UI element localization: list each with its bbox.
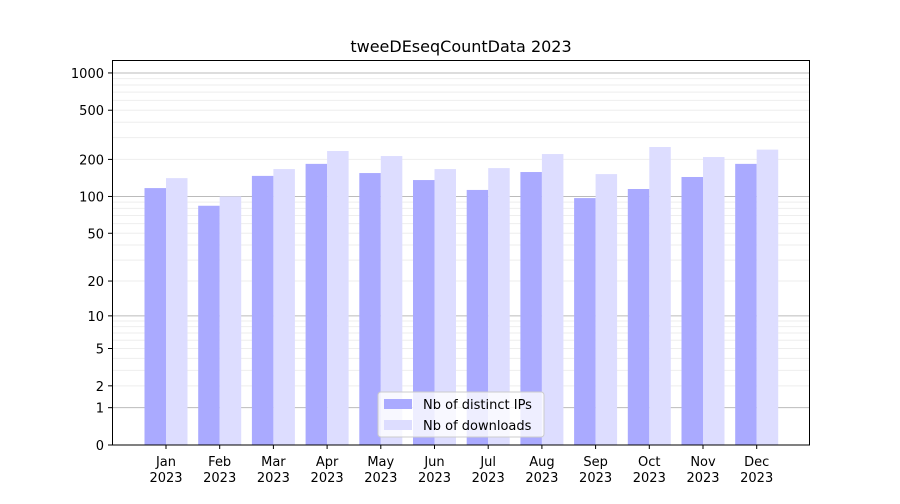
x-tick-label: Feb 2023 [203,455,236,486]
x-tick-label: Jan 2023 [149,455,182,486]
x-tick-label: Aug 2023 [525,455,558,486]
x-tick-label: Nov 2023 [686,455,719,486]
x-tick-label: May 2023 [364,455,397,486]
legend-label: Nb of distinct IPs [423,398,532,413]
bar-downloads [488,168,510,446]
bar-distinct-ips [413,180,435,446]
bar-downloads [166,178,188,445]
bar-distinct-ips [198,205,220,445]
bar-downloads [434,169,456,445]
bars [144,147,779,446]
bar-downloads [541,154,564,445]
bar-distinct-ips [144,188,166,446]
y-tick-label: 200 [79,153,104,168]
bar-distinct-ips [574,198,596,445]
x-tick-label: Oct 2023 [633,455,666,486]
bar-distinct-ips [466,189,489,445]
y-tick-label: 100 [79,190,104,205]
y-tick-label: 50 [87,227,104,242]
x-axis: Jan 2023 Feb 2023 Mar 2023 Apr 2023 May 2023 Jun 20… [149,445,773,486]
bar-distinct-ips [359,173,381,445]
bar-downloads [595,174,618,445]
y-tick-label: 1 [96,402,104,417]
y-tick-label: 2 [96,380,104,395]
bar-distinct-ips [735,163,757,445]
bar-distinct-ips [305,163,328,445]
x-tick-label: Mar 2023 [257,455,290,486]
bar-downloads [219,196,242,445]
x-tick-label: Dec 2023 [740,455,773,486]
bar-distinct-ips [251,175,274,445]
y-tick-label: 10 [87,310,104,325]
bar-downloads [273,169,295,445]
bar-distinct-ips [520,172,542,445]
legend-swatch [384,399,412,409]
bar-downloads [703,157,725,445]
x-tick-label: Jul 2023 [472,455,505,486]
chart-title: tweeDEseqCountData 2023 [350,37,571,56]
plot-frame [112,60,810,446]
bar-distinct-ips [627,189,650,445]
legend-box [377,391,545,438]
y-tick-label: 500 [79,104,104,119]
legend: Nb of distinct IPs Nb of downloads [377,391,545,438]
y-tick-label: 1000 [71,67,104,82]
y-tick-label: 5 [96,343,104,358]
bar-downloads [327,150,349,445]
x-tick-label: Sep 2023 [579,455,612,486]
x-tick-label: Apr 2023 [311,455,344,486]
legend-swatch [384,420,412,430]
y-tick-label: 20 [87,275,104,290]
legend-label: Nb of downloads [423,419,532,434]
x-tick-label: Jun 2023 [418,455,451,486]
y-tick-label: 0 [96,439,104,454]
bar-downloads [380,156,403,445]
y-axis: 0 1 2 5 10 20 50 100 200 500 1000 [71,67,112,454]
bar-downloads [649,147,671,445]
bar-downloads [756,149,779,445]
bar-distinct-ips [681,176,703,446]
